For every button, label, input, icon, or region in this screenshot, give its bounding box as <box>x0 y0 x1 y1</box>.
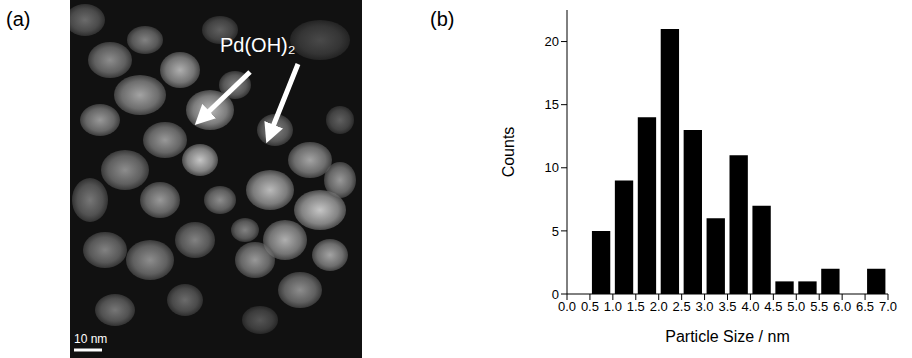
html-text:(b): (b) <box>430 8 455 30</box>
svg-text:3.5: 3.5 <box>718 299 736 314</box>
svg-text:0.5: 0.5 <box>581 299 599 314</box>
svg-text:0.0: 0.0 <box>558 299 576 314</box>
svg-text:20: 20 <box>545 34 559 49</box>
svg-text:1.0: 1.0 <box>604 299 622 314</box>
svg-text:0: 0 <box>552 287 559 302</box>
svg-text:Pd(OH)₂: Pd(OH)₂ <box>220 34 296 56</box>
svg-text:6.5: 6.5 <box>856 299 874 314</box>
svg-text:15: 15 <box>545 97 559 112</box>
svg-text:5.5: 5.5 <box>810 299 828 314</box>
svg-text:Counts: Counts <box>500 127 517 178</box>
svg-text:4.5: 4.5 <box>764 299 782 314</box>
svg-text:5: 5 <box>552 224 559 239</box>
svg-text:6.0: 6.0 <box>833 299 851 314</box>
svg-text:3.0: 3.0 <box>696 299 714 314</box>
svg-text:7.0: 7.0 <box>879 299 897 314</box>
svg-text:2.5: 2.5 <box>673 299 691 314</box>
html-text:(a): (a) <box>6 8 31 30</box>
svg-text:10 nm: 10 nm <box>74 332 107 346</box>
svg-text:10: 10 <box>545 160 559 175</box>
svg-text:5.0: 5.0 <box>787 299 805 314</box>
svg-text:Particle Size / nm: Particle Size / nm <box>665 328 789 345</box>
svg-text:4.0: 4.0 <box>741 299 759 314</box>
svg-text:1.5: 1.5 <box>627 299 645 314</box>
svg-text:2.0: 2.0 <box>650 299 668 314</box>
